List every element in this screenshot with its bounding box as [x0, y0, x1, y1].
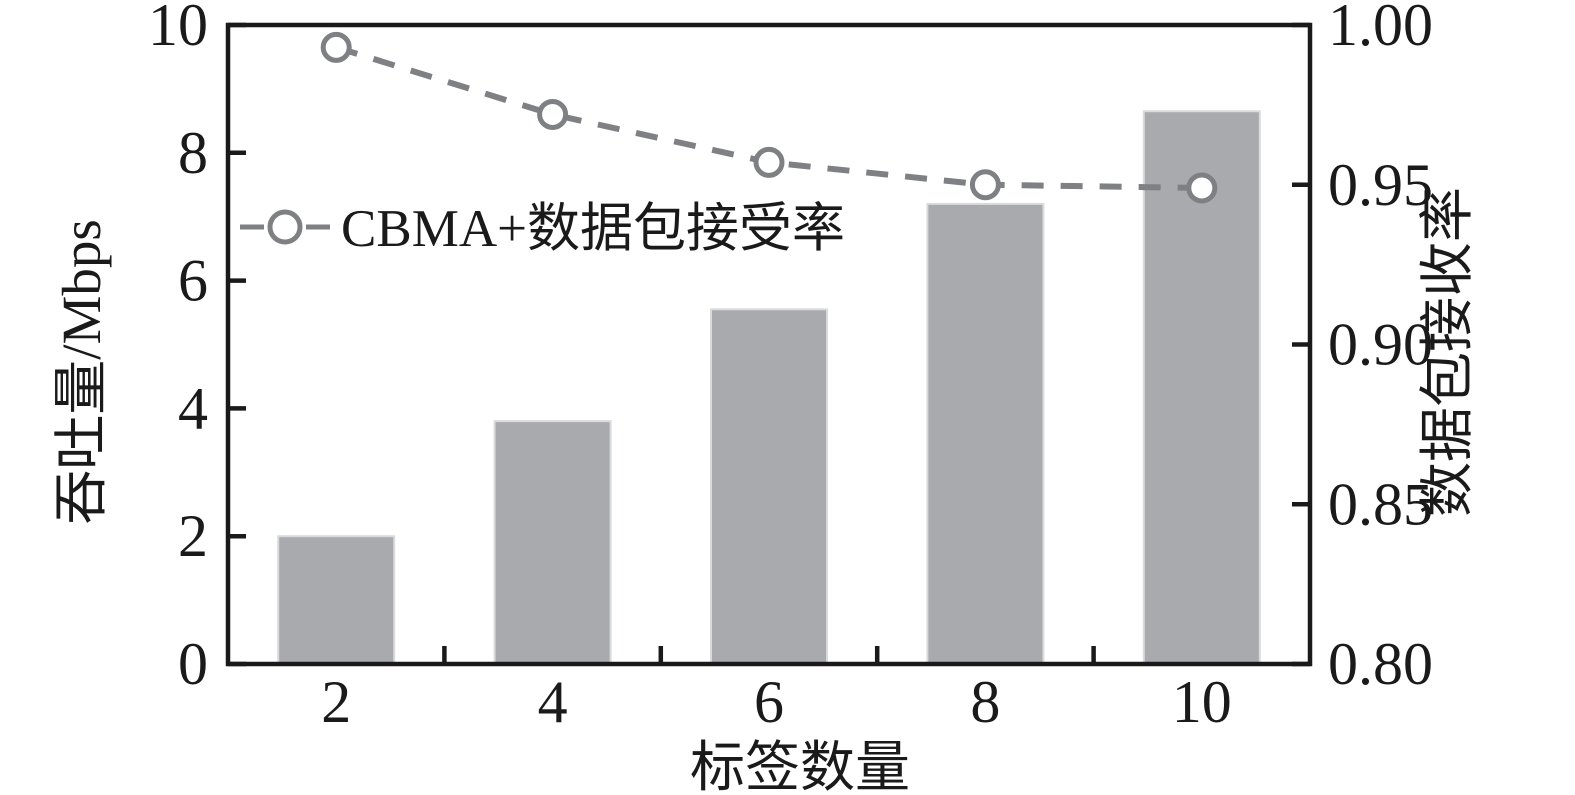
y-right-tick-label: 0.80: [1328, 631, 1433, 697]
x-tick-label: 6: [754, 669, 784, 735]
x-tick-label: 8: [970, 669, 1000, 735]
legend-label: CBMA+数据包接受率: [341, 200, 845, 258]
legend-circle-marker-icon: [267, 209, 303, 245]
line-marker: [969, 169, 1001, 201]
y-left-tick-label: 10: [148, 0, 208, 58]
y-axis-left-title: 吞吐量/Mbps: [51, 219, 112, 525]
y-axis-right-title: 数据包接收率: [1417, 187, 1478, 517]
line-marker: [753, 146, 785, 178]
line-marker: [320, 31, 352, 63]
y-right-tick-label: 0.85: [1328, 471, 1433, 537]
y-left-tick-label: 4: [178, 375, 208, 441]
x-tick-label: 4: [538, 669, 568, 735]
line-marker: [1186, 172, 1218, 204]
x-axis-title: 标签数量: [690, 737, 910, 795]
y-right-tick-label: 0.90: [1328, 312, 1433, 378]
y-left-tick-label: 8: [178, 120, 208, 186]
y-left-tick-label: 0: [178, 631, 208, 697]
bar: [277, 535, 396, 666]
x-tick-label: 2: [321, 669, 351, 735]
bar: [493, 420, 612, 665]
y-right-tick-label: 1.00: [1328, 0, 1433, 58]
bar: [926, 202, 1045, 665]
x-tick-label: 10: [1172, 669, 1232, 735]
y-left-tick-label: 6: [178, 248, 208, 314]
line-marker: [537, 98, 569, 130]
y-left-tick-label: 2: [178, 503, 208, 569]
plot-layer: 0 2 4 6 8 10 0.80 0.85 0.90 0.95 1.00 2 4 6 8 10: [148, 0, 1433, 735]
bar: [710, 308, 828, 665]
legend: CBMA+数据包接受率: [240, 200, 845, 258]
y-right-tick-label: 0.95: [1328, 152, 1433, 218]
